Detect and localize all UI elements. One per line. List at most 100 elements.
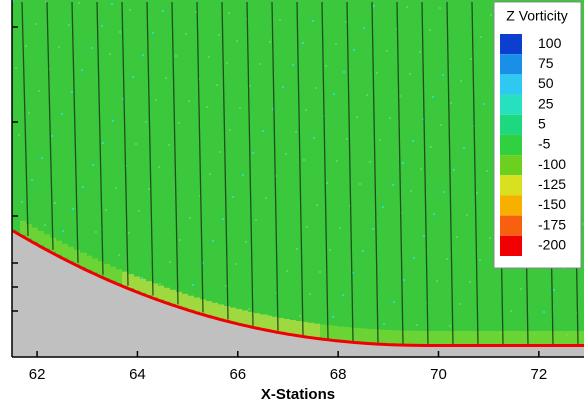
speckle xyxy=(412,140,414,142)
speckle xyxy=(520,288,522,290)
speckle xyxy=(453,169,455,171)
speckle xyxy=(379,139,381,141)
shear-layer xyxy=(266,315,272,330)
shear-layer xyxy=(194,297,200,312)
speckle xyxy=(62,230,64,232)
speckle xyxy=(12,0,14,2)
vector-line xyxy=(346,1,354,342)
speckle xyxy=(510,310,512,312)
speckle xyxy=(436,280,438,282)
speckle xyxy=(61,113,63,115)
speckle xyxy=(162,10,164,12)
speckle xyxy=(262,130,264,132)
shear-layer xyxy=(230,307,236,322)
shear-layer xyxy=(356,328,362,343)
speckle xyxy=(91,47,93,49)
shear-layer xyxy=(578,331,584,345)
speckle xyxy=(480,36,482,38)
speckle xyxy=(78,2,80,4)
speckle xyxy=(325,65,327,67)
speckle xyxy=(109,53,111,55)
speckle xyxy=(178,122,180,124)
vector-line xyxy=(96,1,104,275)
speckle xyxy=(402,162,404,164)
speckle xyxy=(303,159,305,161)
speckle xyxy=(486,170,488,172)
speckle xyxy=(279,19,281,21)
shear-layer xyxy=(62,243,68,258)
legend-swatch xyxy=(500,74,522,95)
speckle xyxy=(158,166,160,168)
speckle xyxy=(386,50,388,52)
legend-swatch xyxy=(500,195,522,216)
speckle xyxy=(169,261,171,263)
speckle xyxy=(232,196,234,198)
shear-layer xyxy=(554,331,560,345)
shear-layer xyxy=(404,330,410,345)
speckle xyxy=(483,103,485,105)
shear-layer xyxy=(152,283,158,298)
speckle xyxy=(335,43,337,45)
shear-layer xyxy=(98,261,104,276)
speckle xyxy=(419,51,421,53)
shear-layer xyxy=(344,327,350,342)
shear-layer xyxy=(182,293,188,308)
speckle xyxy=(155,99,157,101)
shear-layer xyxy=(104,263,110,278)
speckle xyxy=(41,157,43,159)
shear-layer xyxy=(326,325,332,340)
speckle xyxy=(179,239,181,241)
shear-layer xyxy=(440,331,446,345)
speckle xyxy=(363,27,365,29)
speckle xyxy=(460,80,462,82)
speckle xyxy=(319,271,321,273)
shear-layer xyxy=(566,331,572,345)
body xyxy=(12,232,584,357)
shear-layer xyxy=(416,330,422,345)
vector-line xyxy=(296,1,304,336)
speckle xyxy=(225,285,227,287)
speckle xyxy=(432,96,434,98)
speckle xyxy=(72,208,74,210)
shear-layer xyxy=(170,289,176,304)
speckle xyxy=(192,284,194,286)
legend-label: -100 xyxy=(538,156,566,172)
speckle xyxy=(255,219,257,221)
shear-layer xyxy=(482,331,488,345)
speckle xyxy=(148,188,150,190)
legend-swatch xyxy=(500,134,522,156)
speckle xyxy=(296,248,298,250)
speckle xyxy=(433,213,435,215)
speckle xyxy=(248,308,250,310)
shear-layer xyxy=(320,324,326,339)
shear-layer xyxy=(446,331,452,345)
speckle xyxy=(306,226,308,228)
shear-layer xyxy=(236,309,242,324)
speckle xyxy=(295,131,297,133)
x-tick-label: 68 xyxy=(330,366,347,383)
speckle xyxy=(275,175,277,177)
speckle xyxy=(316,204,318,206)
shear-layer xyxy=(512,331,518,345)
shear-layer xyxy=(38,230,44,245)
speckle xyxy=(82,186,84,188)
legend-swatch xyxy=(500,175,522,196)
speckle xyxy=(129,9,131,11)
speckle xyxy=(489,237,491,239)
speckle xyxy=(285,153,287,155)
shear-layer xyxy=(248,311,254,326)
speckle xyxy=(272,108,274,110)
speckle xyxy=(346,138,348,140)
speckle xyxy=(439,7,441,9)
shear-layer xyxy=(548,331,554,345)
speckle xyxy=(249,85,251,87)
speckle xyxy=(259,63,261,65)
speckle xyxy=(392,184,394,186)
shear-layer xyxy=(140,278,146,293)
vector-line xyxy=(221,1,229,320)
shear-layer xyxy=(218,304,224,319)
legend-swatch xyxy=(500,94,522,115)
vector-line xyxy=(46,1,54,250)
speckle xyxy=(459,303,461,305)
